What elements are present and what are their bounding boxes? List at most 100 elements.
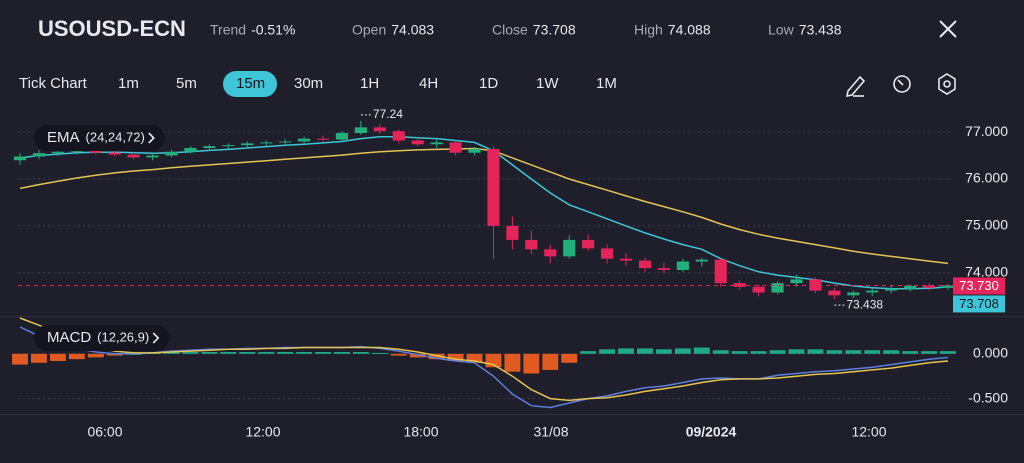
candle-body (941, 285, 955, 288)
timeframe-label: 4H (419, 75, 438, 92)
ema-indicator[interactable]: EMA (24,24,72) (34, 125, 165, 151)
candle-body (298, 138, 311, 142)
candle-body (89, 149, 102, 153)
candle-body (866, 290, 879, 293)
stat-label: Trend (210, 22, 246, 38)
candle-body (525, 239, 538, 250)
timeframe-button[interactable]: Tick Chart (19, 75, 88, 92)
indicator-name: MACD (47, 329, 91, 346)
candle-body (487, 148, 500, 226)
candle-body (373, 127, 386, 132)
draw-tool[interactable] (845, 75, 866, 98)
macd-bar (30, 353, 47, 363)
candle-body (241, 143, 254, 146)
y-tick-label: 76.000 (965, 170, 1008, 186)
timeframe-button[interactable]: 1W (536, 75, 559, 92)
timeframe-label: 5m (176, 75, 197, 92)
macd-bar (788, 349, 805, 354)
macd-bar (409, 353, 426, 358)
macd-bar (864, 350, 881, 354)
candle-body (430, 142, 443, 145)
candle-body (582, 239, 595, 249)
candle-body (32, 153, 45, 157)
stat-value: 74.088 (668, 22, 711, 38)
candle-body (411, 140, 424, 145)
timeframe-button[interactable]: 15m (223, 71, 277, 97)
macd-bar (674, 348, 691, 354)
candle-body (885, 288, 898, 291)
stat-value: -0.51% (251, 22, 295, 38)
y-tick-label: 74.000 (965, 263, 1008, 279)
macd-bar (277, 352, 294, 354)
timeframe-button[interactable]: 30m (294, 75, 323, 92)
candle-body (638, 260, 652, 269)
macd-bar (239, 352, 256, 354)
macd-bar (220, 352, 237, 354)
candle-body (316, 138, 330, 140)
macd-indicator[interactable]: MACD (12,26,9) (34, 325, 170, 351)
timeframe-label: Tick Chart (19, 75, 88, 92)
macd-bar (637, 348, 653, 354)
x-tick-label: 31/08 (533, 424, 568, 440)
candle-body (657, 268, 670, 270)
timeframe-button[interactable]: 4H (419, 75, 438, 92)
indicator-params: (24,24,72) (86, 129, 145, 144)
macd-bar (750, 351, 767, 354)
stat-label: Open (352, 22, 386, 38)
candle-body (828, 290, 841, 296)
y-tick-label: 75.000 (965, 217, 1008, 233)
x-tick-label: 09/2024 (686, 424, 737, 440)
timeframe-label: 1W (536, 75, 559, 92)
macd-bar (49, 353, 66, 361)
indicator-params: (12,26,9) (97, 329, 149, 344)
timeframe-label: 1M (596, 75, 617, 92)
macd-bar (201, 352, 218, 354)
timer-tool[interactable] (893, 75, 911, 93)
macd-bar (315, 352, 331, 354)
settings-tool[interactable] (938, 73, 956, 95)
macd-bar (523, 353, 540, 374)
timeframe-button[interactable]: 1H (360, 75, 379, 92)
timeframe-button[interactable]: 1D (479, 75, 498, 92)
candle-body (676, 261, 689, 270)
macd-bar (599, 349, 616, 354)
ema-line (19, 147, 949, 265)
close-button[interactable] (939, 20, 957, 38)
macd-bar (182, 352, 199, 354)
macd-bar (352, 352, 369, 354)
candle-body (127, 154, 140, 158)
price-tag (953, 295, 1005, 313)
x-tick-label: 12:00 (245, 424, 280, 440)
macd-line (19, 326, 949, 409)
candle-body (714, 259, 727, 284)
candle-body (165, 151, 178, 156)
timeframe-button[interactable]: 1M (596, 75, 617, 92)
candle-body (335, 133, 349, 140)
timeframe-button[interactable]: 1m (118, 75, 139, 92)
candle-body (108, 152, 121, 155)
timeframe-label: 15m (236, 75, 265, 92)
chevron (152, 332, 160, 344)
candle-body (544, 249, 557, 257)
indicator-pill (34, 325, 170, 351)
stat-label: High (634, 22, 663, 38)
candle-body (222, 145, 235, 147)
macd-bar (845, 350, 862, 354)
candle-body (563, 239, 576, 257)
timeframe-button[interactable]: 5m (176, 75, 197, 92)
candle-body (923, 285, 936, 288)
macd-bar (428, 353, 445, 360)
macd-line (19, 317, 949, 402)
timeframe-active (223, 71, 277, 97)
candle-body (51, 151, 64, 154)
candle-body (203, 146, 216, 149)
macd-bar (296, 352, 313, 354)
timeframe-label: 1D (479, 75, 498, 92)
macd-bar (769, 350, 786, 354)
x-tick-label: 12:00 (851, 424, 886, 440)
macd-bar (68, 353, 85, 360)
candle-body (13, 156, 27, 161)
